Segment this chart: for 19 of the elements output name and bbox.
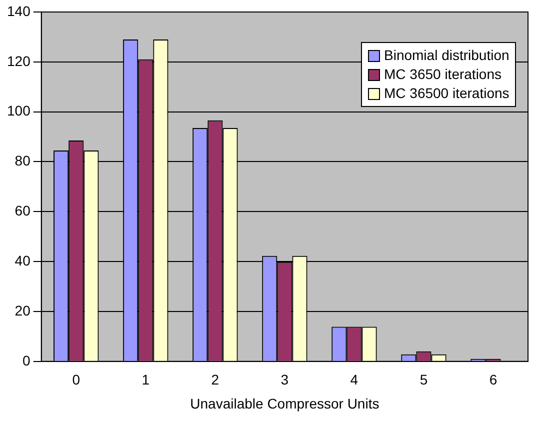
y-tick-label: 120: [7, 52, 31, 69]
x-tick-label: 4: [350, 372, 358, 388]
y-tick-label: 80: [14, 152, 31, 169]
y-tick-label: 100: [7, 102, 31, 119]
legend-label: MC 3650 iterations: [384, 65, 502, 84]
legend-label: Binomial distribution: [384, 46, 510, 65]
x-tick-label: 6: [489, 372, 498, 388]
y-tick-label: 40: [14, 252, 31, 268]
y-tick-label: 20: [14, 302, 31, 318]
x-tick-label: 5: [420, 372, 428, 388]
x-axis-title: Unavailable Compressor Units: [190, 395, 380, 412]
x-tick-label: 0: [72, 372, 80, 388]
x-tick-label: 2: [211, 372, 220, 388]
y-tick-label: 0: [22, 352, 31, 368]
legend-label: MC 36500 iterations: [384, 84, 510, 103]
y-tick-label: 140: [7, 2, 31, 19]
x-tick-label: 1: [142, 372, 150, 388]
x-tick-label: 3: [280, 372, 289, 388]
y-tick-label: 60: [14, 202, 31, 219]
